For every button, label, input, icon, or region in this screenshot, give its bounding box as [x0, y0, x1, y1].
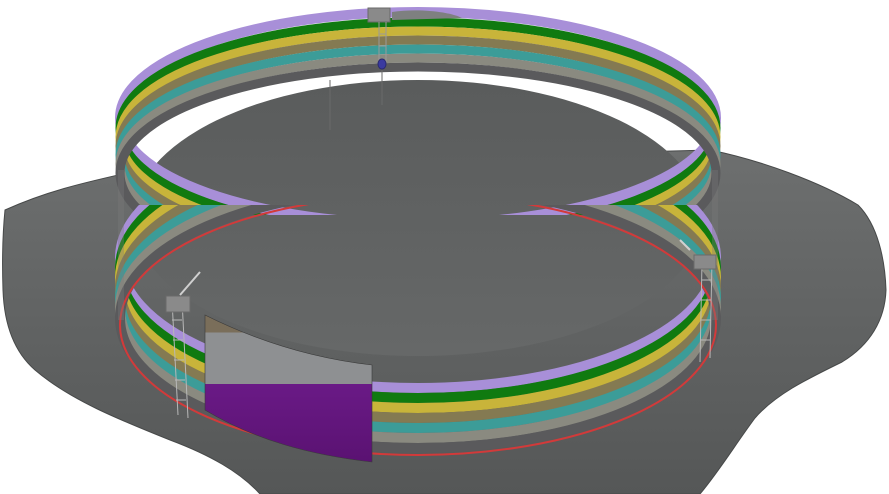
- highlighted-wall-panel: [204, 314, 373, 463]
- right-access-tower: [679, 239, 717, 363]
- back-roof-hatch: [392, 10, 462, 20]
- tank-floor: [133, 80, 703, 356]
- left-access-tower: [165, 271, 201, 419]
- tank-wall-left-edge: [118, 170, 124, 320]
- tank-wall-right-edge: [712, 170, 718, 320]
- back-access-tower: [329, 7, 391, 130]
